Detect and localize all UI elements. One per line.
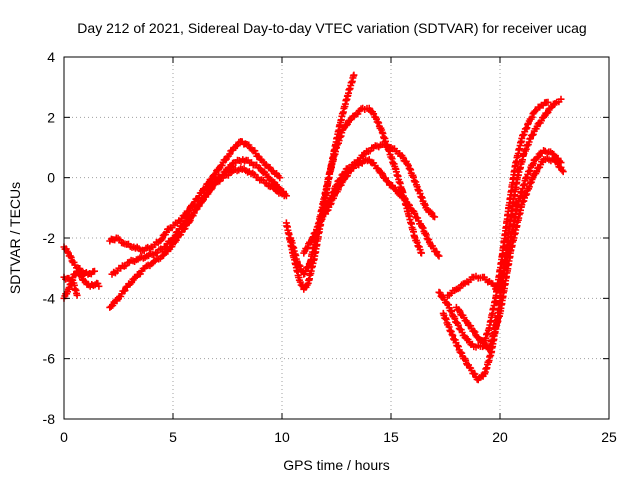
x-tick-label: 20 bbox=[492, 429, 508, 445]
y-tick-label: 0 bbox=[47, 170, 55, 186]
x-tick-label: 15 bbox=[383, 429, 399, 445]
x-tick-label: 25 bbox=[601, 429, 617, 445]
grid-lines bbox=[64, 57, 609, 419]
x-tick-label: 0 bbox=[60, 429, 68, 445]
y-axis-label: SDTVAR / TECUs bbox=[7, 182, 23, 294]
chart-title: Day 212 of 2021, Sidereal Day-to-day VTE… bbox=[77, 20, 586, 36]
x-axis-label: GPS time / hours bbox=[283, 457, 390, 473]
y-tick-label: -4 bbox=[43, 290, 56, 306]
x-tick-label: 10 bbox=[274, 429, 290, 445]
y-tick-label: -8 bbox=[43, 411, 56, 427]
series-4 bbox=[110, 141, 280, 250]
y-tick-label: -6 bbox=[43, 351, 56, 367]
y-tick-label: 4 bbox=[47, 49, 55, 65]
series-12 bbox=[443, 99, 561, 380]
marker-trail bbox=[60, 71, 567, 384]
data-series bbox=[60, 71, 567, 384]
y-tick-label: -2 bbox=[43, 230, 56, 246]
x-tick-label: 5 bbox=[169, 429, 177, 445]
axis-ticks: 0 5 10 15 20 25 -8 -6 -4 -2 0 2 4 bbox=[43, 49, 617, 445]
y-tick-label: 2 bbox=[47, 109, 55, 125]
